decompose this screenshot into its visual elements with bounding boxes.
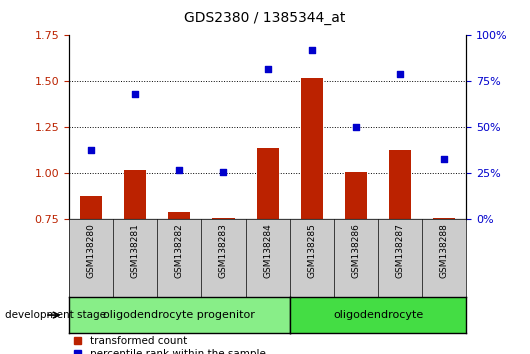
Bar [124,170,146,219]
Bar [345,172,367,219]
Text: GSM138281: GSM138281 [131,223,139,278]
Point [219,169,228,175]
Text: GDS2380 / 1385344_at: GDS2380 / 1385344_at [184,11,346,25]
Legend: transformed count, percentile rank within the sample: transformed count, percentile rank withi… [74,336,266,354]
Bar [257,148,279,219]
Point [175,167,183,173]
Text: GSM138288: GSM138288 [440,223,449,278]
Text: GSM138285: GSM138285 [307,223,316,278]
Text: GSM138280: GSM138280 [86,223,95,278]
Point [307,47,316,53]
Text: GSM138282: GSM138282 [175,223,184,278]
Point [396,71,404,77]
Bar [301,78,323,219]
Bar [434,218,455,219]
Point [263,66,272,72]
Text: oligodendrocyte: oligodendrocyte [333,310,423,320]
Text: development stage: development stage [5,310,107,320]
Bar [80,195,102,219]
Text: GSM138286: GSM138286 [351,223,360,278]
Text: GSM138287: GSM138287 [396,223,404,278]
Point [440,156,448,161]
Point [352,125,360,130]
Bar [213,218,234,219]
Bar [168,212,190,219]
Point [131,91,139,97]
Bar [389,149,411,219]
Text: GSM138283: GSM138283 [219,223,228,278]
Point [87,147,95,152]
Text: GSM138284: GSM138284 [263,223,272,278]
Text: oligodendrocyte progenitor: oligodendrocyte progenitor [103,310,255,320]
